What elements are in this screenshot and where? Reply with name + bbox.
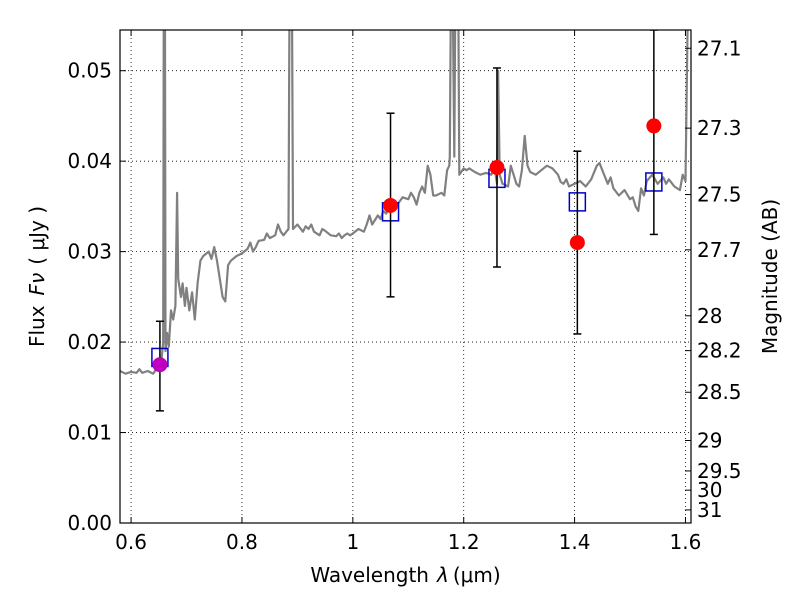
mag-tick-label: 31 bbox=[697, 498, 722, 522]
mag-tick-label: 27.1 bbox=[697, 36, 742, 60]
observed-flux-point bbox=[646, 118, 662, 134]
plot-frame bbox=[119, 29, 692, 524]
x-tick-label: 0.6 bbox=[115, 530, 147, 554]
y-tick-label: 0.01 bbox=[67, 421, 112, 445]
observed-flux-point bbox=[383, 197, 399, 213]
mag-tick-label: 27.5 bbox=[697, 183, 742, 207]
y-tick-label: 0.04 bbox=[67, 149, 112, 173]
x-tick-label: 1.4 bbox=[559, 530, 591, 554]
y-tick-label: 0.02 bbox=[67, 330, 112, 354]
ticks: 0.6 0.8 1 1.2 1.4 1.6 0.00 0.01 0.02 0.03 0.04 0.05… bbox=[67, 30, 742, 554]
mag-tick-label: 29.5 bbox=[697, 459, 742, 483]
mag-tick-label: 30 bbox=[697, 478, 722, 502]
x-axis-label: Wavelength λ (μm) bbox=[310, 563, 500, 587]
y-axis-label: FluxFν( μJy ) bbox=[25, 206, 49, 347]
y-tick-label: 0.03 bbox=[67, 240, 112, 264]
observed-flux-point bbox=[569, 235, 585, 251]
mag-tick-label: 28 bbox=[697, 304, 722, 328]
x-tick-label: 0.8 bbox=[226, 530, 258, 554]
x-tick-label: 1.2 bbox=[448, 530, 480, 554]
x-tick-label: 1.6 bbox=[670, 530, 702, 554]
x-tick-label: 1 bbox=[346, 530, 359, 554]
y-tick-label: 0.00 bbox=[67, 511, 112, 535]
y-tick-label: 0.05 bbox=[67, 59, 112, 83]
mag-tick-label: 28.5 bbox=[697, 380, 742, 404]
data-layer bbox=[120, 30, 689, 412]
mag-tick-label: 27.3 bbox=[697, 116, 742, 140]
observed-flux-point bbox=[152, 357, 168, 373]
y2-axis-label: Magnitude (AB) bbox=[758, 199, 782, 354]
mag-tick-label: 28.2 bbox=[697, 339, 742, 363]
observed-flux-point bbox=[489, 159, 505, 175]
mag-tick-label: 29 bbox=[697, 429, 722, 453]
mag-tick-label: 27.7 bbox=[697, 238, 742, 262]
